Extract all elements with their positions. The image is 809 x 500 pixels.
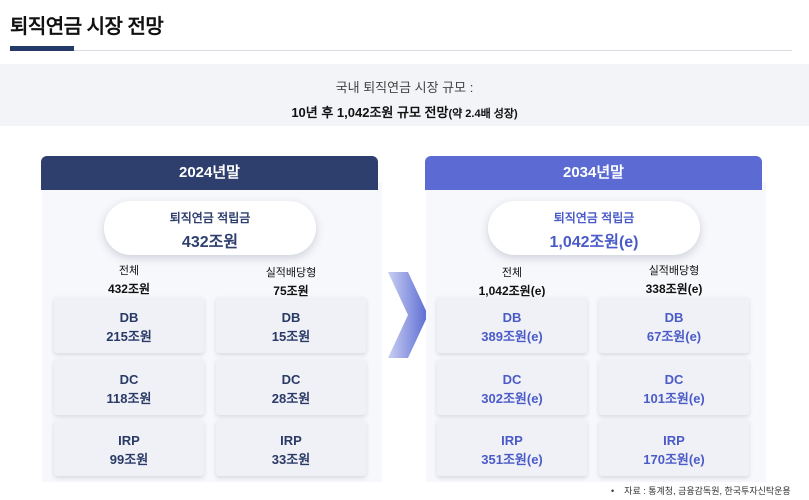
summary-headline-text: 10년 후 1,042조원 규모 전망 [291,105,449,120]
cell-type: DB [664,310,684,325]
summary-label: 국내 퇴직연금 시장 규모 : [335,80,474,95]
panel-2024-total-value: 432조원 [181,234,239,251]
source-footnote: • 자료 : 통계청, 금융감독원, 한국투자신탁운용 [611,484,791,497]
cell-type: DB [281,310,301,325]
cell-2034-performance-dc: DC 101조원(e) [599,359,749,415]
cell-2024-performance-irp: IRP 33조원 [216,420,366,476]
cell-value: 15조원 [271,329,311,344]
cell-2024-performance-db: DB 15조원 [216,297,366,353]
cell-2034-total-db: DB 389조원(e) [437,297,587,353]
cell-type: DC [281,372,301,387]
panel-2024-total-pill: 퇴직연금 적립금 432조원 [104,201,316,255]
cell-type: IRP [663,433,685,448]
panel-2034-total-pill: 퇴직연금 적립금 1,042조원(e) [488,201,700,255]
cell-value: 67조원(e) [646,329,702,344]
cell-2024-total-irp: IRP 99조원 [54,420,204,476]
cell-type: DC [119,372,139,387]
summary-headline: 10년 후 1,042조원 규모 전망(약 2.4배 성장) [0,102,809,121]
panel-2034-total-value: 1,042조원(e) [549,234,639,251]
cell-2034-performance-db: DB 67조원(e) [599,297,749,353]
cell-value: 215조원 [106,329,152,344]
col-head-label: 전체 [118,265,140,277]
col-head-value: 75조원 [273,284,309,298]
cell-2024-total-dc: DC 118조원 [54,359,204,415]
col-head-value: 432조원 [107,282,151,296]
cell-value: 170조원(e) [643,452,705,467]
cell-2034-performance-irp: IRP 170조원(e) [599,420,749,476]
panel-2024-col-performance-head: 실적배당형 75조원 [216,264,366,299]
cell-2034-total-irp: IRP 351조원(e) [437,420,587,476]
summary-banner: 국내 퇴직연금 시장 규모 : 10년 후 1,042조원 규모 전망(약 2.… [0,64,809,126]
col-head-value: 338조원(e) [645,282,703,296]
cell-type: IRP [118,433,140,448]
panel-2024-total-label: 퇴직연금 적립금 [169,211,251,225]
cell-value: 351조원(e) [481,452,543,467]
cell-2024-performance-dc: DC 28조원 [216,359,366,415]
cell-2034-total-dc: DC 302조원(e) [437,359,587,415]
cell-type: IRP [501,433,523,448]
cell-value: 389조원(e) [481,329,543,344]
footnote-bullet: • [611,486,615,496]
cell-type: IRP [280,433,302,448]
col-head-label: 실적배당형 [648,265,700,277]
panel-2024-col-total-head: 전체 432조원 [54,262,204,297]
panel-2024-year-header: 2024년말 [41,156,378,190]
cell-type: DC [664,372,684,387]
page-title: 퇴직연금 시장 전망 [10,16,164,38]
panel-2034-year-header: 2034년말 [425,156,762,190]
panel-2034-col-total-head: 전체 1,042조원(e) [437,264,587,299]
cell-value: 28조원 [271,391,311,406]
cell-value: 99조원 [109,452,149,467]
col-head-value: 1,042조원(e) [478,284,546,298]
footnote-text: 자료 : 통계청, 금융감독원, 한국투자신탁운용 [624,486,791,496]
col-head-label: 실적배당형 [265,267,317,279]
chevron-right-icon [388,272,428,358]
title-divider-accent [10,46,74,51]
summary-growth-note: (약 2.4배 성장) [448,108,518,120]
cell-value: 33조원 [271,452,311,467]
cell-2024-total-db: DB 215조원 [54,297,204,353]
title-divider [10,50,792,51]
panel-2034-col-performance-head: 실적배당형 338조원(e) [599,262,749,297]
col-head-label: 전체 [501,267,523,279]
panel-2034-total-label: 퇴직연금 적립금 [553,211,635,225]
cell-type: DB [502,310,522,325]
cell-type: DB [119,310,139,325]
cell-value: 302조원(e) [481,391,543,406]
cell-type: DC [502,372,522,387]
cell-value: 101조원(e) [643,391,705,406]
cell-value: 118조원 [106,391,152,406]
